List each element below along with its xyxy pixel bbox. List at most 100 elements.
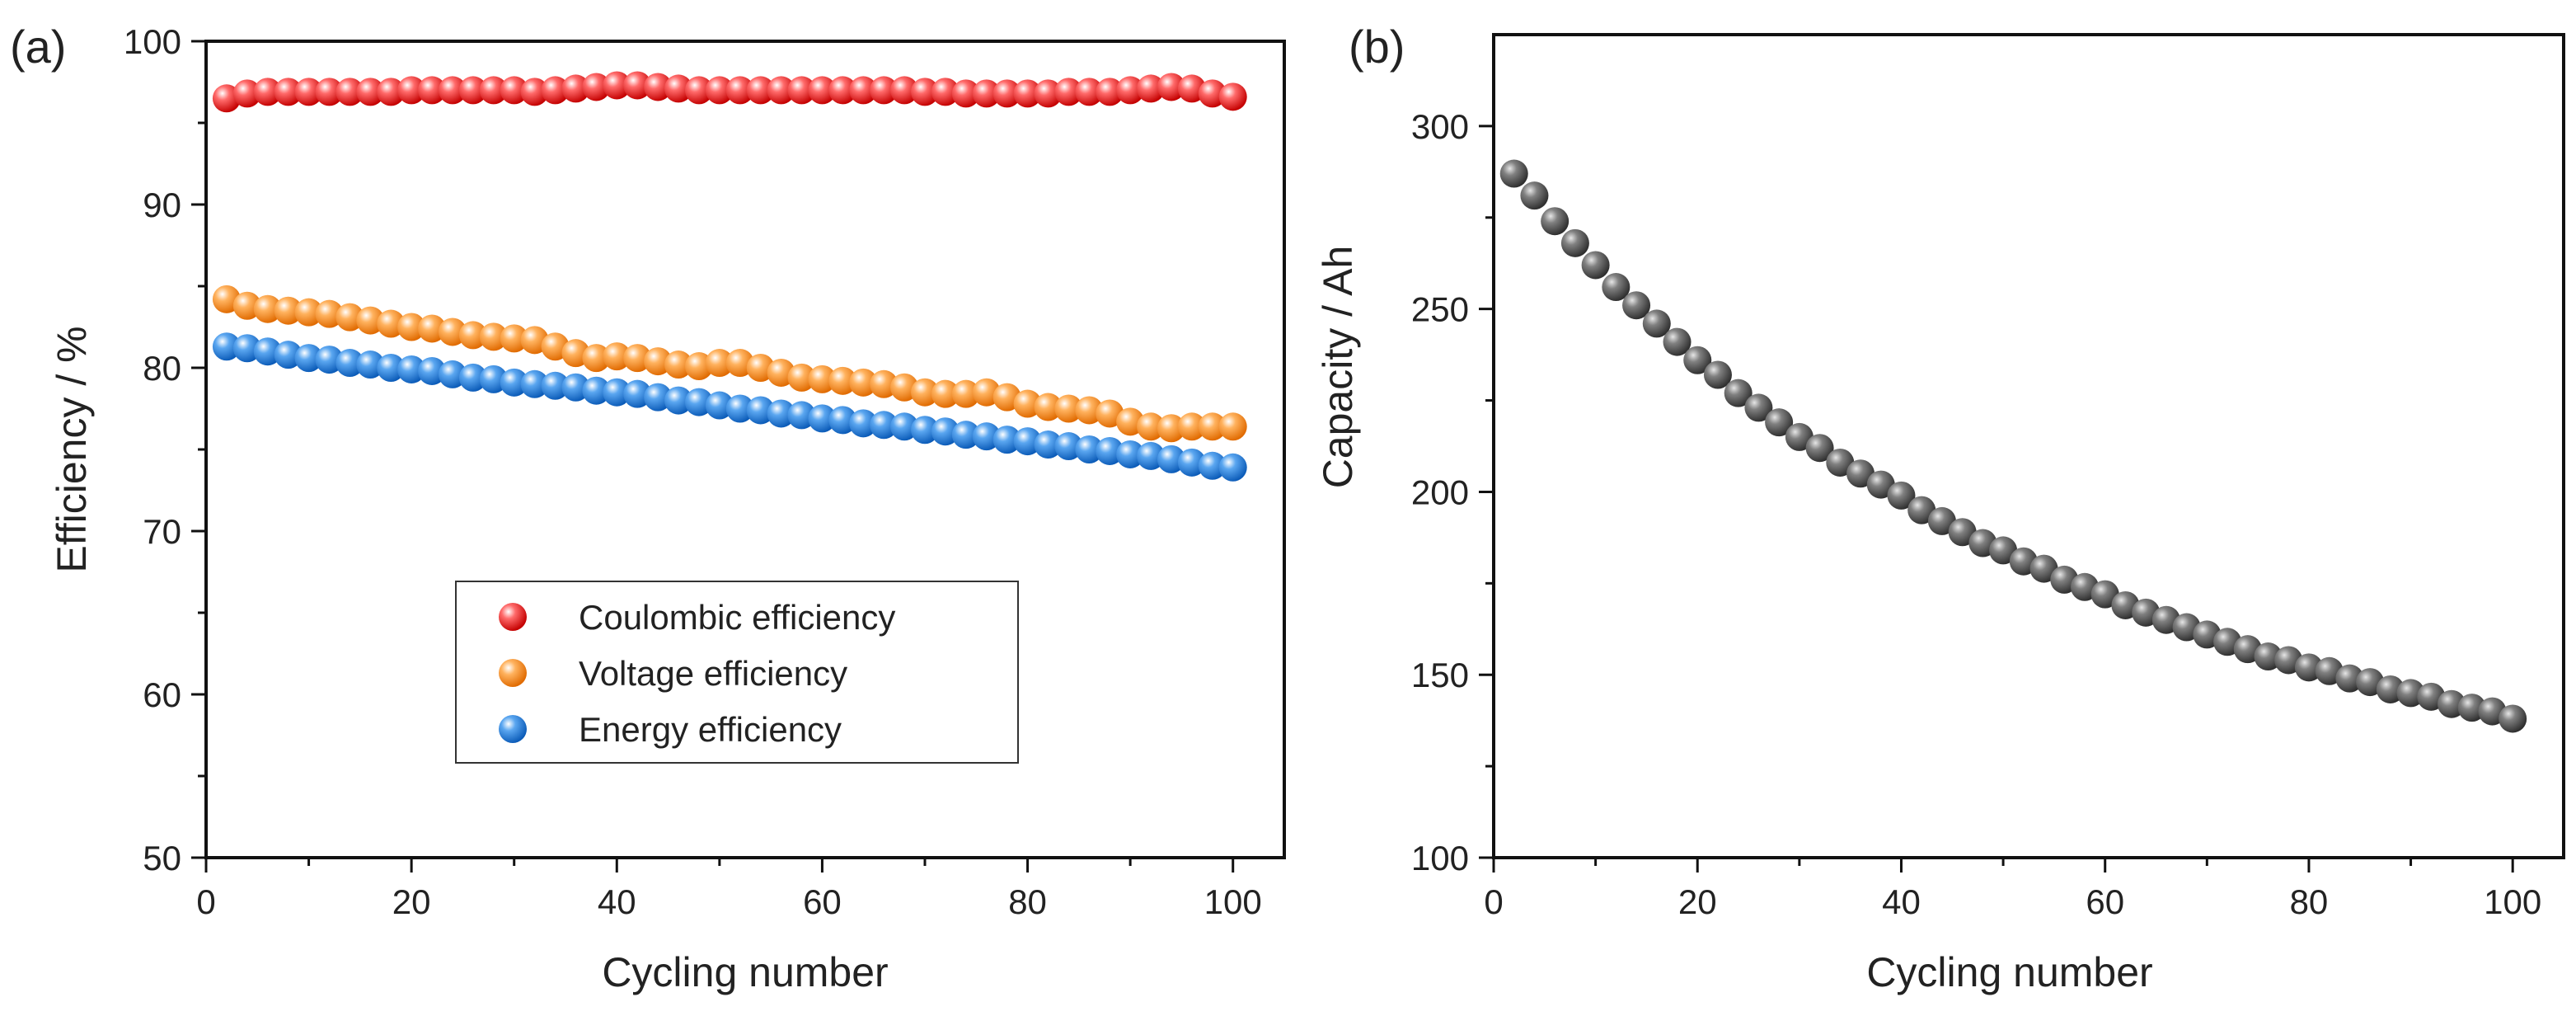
panel-b-axes: 0 20 40 60 80 100 100 150 200 250 300 xyxy=(1411,107,2541,921)
panel-a-data-point xyxy=(1054,394,1083,423)
panel-a-y-tick-label: 100 xyxy=(124,22,181,61)
panel-a-data-point xyxy=(972,79,1001,108)
panel-b-data-point xyxy=(1560,228,1589,257)
panel-b-data-point xyxy=(1887,481,1916,510)
panel-a-data-point xyxy=(1177,412,1206,441)
panel-a-data-point xyxy=(335,303,364,332)
panel-a-legend: Coulombic efficiency Voltage efficiency En… xyxy=(455,581,1019,764)
panel-a-data-point xyxy=(664,74,693,103)
panel-a-data-point xyxy=(1198,412,1227,441)
panel-b-data-point xyxy=(1541,207,1570,236)
panel-a-data-point xyxy=(1198,79,1227,108)
panel-a-data-point xyxy=(232,334,261,363)
panel-a-data-point xyxy=(808,76,837,105)
panel-a-data-point xyxy=(1013,427,1042,456)
panel-a-data-point xyxy=(951,79,980,108)
panel-a-data-point xyxy=(315,78,344,106)
panel-a-data-point xyxy=(1218,82,1247,111)
panel-a-data-point xyxy=(644,347,673,376)
panel-b-y-tick-label: 200 xyxy=(1411,473,1469,511)
panel-a-data-point xyxy=(438,360,467,388)
panel-b-data-point xyxy=(1703,360,1732,389)
panel-a-data-point xyxy=(479,365,508,393)
panel-a-data-point xyxy=(1157,414,1185,443)
panel-a-data-point xyxy=(623,379,652,408)
panel-a-data-point xyxy=(315,299,344,328)
panel-b-x-axis-title: Cycling number xyxy=(1866,949,2152,995)
panel-a-data-point xyxy=(705,391,734,420)
panel-b-x-tick-label: 80 xyxy=(2290,882,2329,921)
panel-b-x-tick-label: 0 xyxy=(1484,882,1503,921)
panel-a-data-point xyxy=(1137,441,1166,470)
panel-a-data-point xyxy=(767,399,795,428)
legend-marker xyxy=(499,715,527,743)
panel-a-data-point xyxy=(541,371,570,400)
panel-a-data-point xyxy=(931,78,960,106)
panel-a-y-tick-label: 70 xyxy=(143,512,181,551)
legend-label: Energy efficiency xyxy=(579,710,842,749)
panel-a-data-point xyxy=(418,314,447,343)
panel-b-series-0 xyxy=(1499,159,2527,733)
panel-a-y-tick-label: 90 xyxy=(143,186,181,224)
panel-a-data-point xyxy=(438,318,467,346)
panel-a-x-tick-label: 60 xyxy=(803,882,842,921)
panel-b-data xyxy=(1499,159,2527,733)
panel-a-data-point xyxy=(664,350,693,379)
panel-a-data-point xyxy=(356,306,385,335)
panel-a-label: (a) xyxy=(10,21,66,73)
panel-a-data-point xyxy=(397,355,426,383)
panel-a-data-point xyxy=(520,369,549,398)
panel-b-data-point xyxy=(1642,309,1671,338)
panel-a-data-point xyxy=(1075,396,1104,425)
panel-a-data-point xyxy=(870,411,899,440)
panel-a-x-tick-label: 0 xyxy=(196,882,215,921)
panel-a-data-point xyxy=(479,322,508,351)
panel-a-data-point xyxy=(623,71,652,100)
panel-a-data-point xyxy=(335,349,364,378)
panel-a-data-point xyxy=(1116,440,1145,468)
panel-b-y-axis-title: Capacity / Ah xyxy=(1315,246,1361,489)
panel-a-data-point xyxy=(1075,78,1104,106)
panel-a-data-point xyxy=(890,76,919,105)
panel-a-data-point xyxy=(541,76,570,105)
panel-a-data-point xyxy=(253,337,282,366)
panel-a-data-point xyxy=(1157,73,1185,101)
panel-a-data-point xyxy=(1157,444,1185,473)
panel-a-data-point xyxy=(253,294,282,323)
panel-a-data-point xyxy=(582,344,611,373)
panel-a-data-point xyxy=(294,78,323,106)
panel-a: (a) 0 20 40 60 80 100 50 60 70 80 90 100 Cycling nu… xyxy=(10,21,1286,995)
panel-a-data-point xyxy=(911,378,939,407)
panel-a-data-point xyxy=(664,386,693,415)
panel-a-data-point xyxy=(458,363,487,392)
panel-a-data-point xyxy=(1054,78,1083,106)
legend-box xyxy=(455,581,1019,764)
panel-a-data-point xyxy=(582,73,611,101)
panel-b-data-point xyxy=(1683,346,1712,374)
panel-a-plot-frame xyxy=(204,40,1286,859)
legend-label: Voltage efficiency xyxy=(579,654,847,693)
panel-a-data-point xyxy=(787,76,816,105)
panel-a-series-0 xyxy=(212,71,1247,113)
panel-a-data-point xyxy=(561,74,590,103)
panel-a-data xyxy=(212,71,1247,482)
panel-a-data-point xyxy=(397,76,426,105)
panel-a-x-tick-label: 20 xyxy=(392,882,431,921)
panel-a-data-point xyxy=(418,76,447,105)
panel-a-y-tick-label: 50 xyxy=(143,839,181,877)
panel-a-data-point xyxy=(500,368,528,397)
panel-a-data-point xyxy=(335,78,364,106)
panel-a-data-point xyxy=(1116,76,1145,105)
legend-marker xyxy=(499,603,527,631)
panel-a-data-point xyxy=(1218,412,1247,441)
panel-a-data-point xyxy=(725,76,754,105)
panel-a-data-point xyxy=(787,363,816,392)
panel-a-data-point xyxy=(603,342,631,371)
panel-b-y-tick-label: 100 xyxy=(1411,839,1469,877)
panel-a-data-point xyxy=(644,73,673,101)
panel-b-x-tick-label: 40 xyxy=(1882,882,1921,921)
panel-a-data-point xyxy=(1013,389,1042,418)
panel-a-data-point xyxy=(644,383,673,412)
legend-label: Coulombic efficiency xyxy=(579,598,895,637)
